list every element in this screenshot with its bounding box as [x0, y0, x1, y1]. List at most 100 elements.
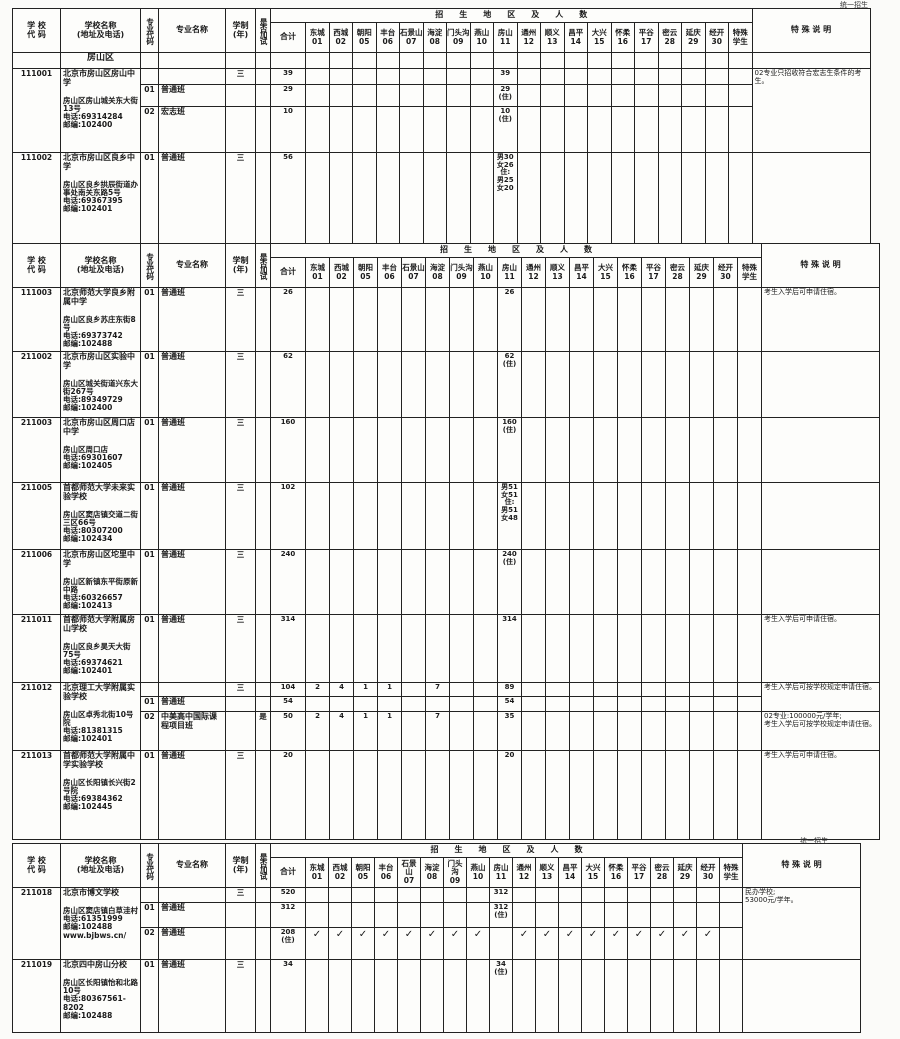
- district-count: [521, 682, 546, 697]
- district-count: [610, 106, 635, 153]
- district-count: [737, 682, 762, 697]
- header-district: 延庆 29: [681, 22, 706, 53]
- empty-cell: [158, 52, 226, 69]
- table-row: 211005 首都师范大学未来实验学校 房山区窦店镇交道二街三区66号 电话:803…: [12, 482, 880, 550]
- district-count: [545, 417, 570, 483]
- district-count: [328, 84, 353, 107]
- header-school-name: 学校名称 (地址及电话): [60, 243, 141, 288]
- district-count: [617, 549, 642, 615]
- total: 240: [270, 549, 306, 615]
- district-count: [617, 287, 642, 352]
- district-count: [689, 682, 714, 697]
- header-district-text: 石景山: [400, 28, 423, 38]
- district-count: [689, 549, 714, 615]
- district-count: [305, 152, 330, 253]
- header-district-code: 12: [518, 871, 530, 881]
- header-district-code: 30: [711, 36, 722, 46]
- header-region-title: 招 生 地 区 及 人 数: [270, 843, 743, 858]
- major-name: [158, 682, 226, 697]
- enrollment-table: 学 校 代 码学校名称 (地址及电话) 专业代码 专业名称 学制 (年) 是否加试招 生 地…: [12, 843, 861, 1033]
- district-count: [377, 351, 402, 418]
- check-icon: ✓: [466, 927, 490, 960]
- district-count: 2: [305, 682, 330, 697]
- empty-cell: [328, 52, 353, 69]
- district-count: [634, 68, 659, 85]
- header-district-text: 房山: [502, 263, 517, 273]
- header-district: 怀柔 16: [610, 22, 635, 53]
- header-district-code: 07: [408, 271, 419, 281]
- header-district: 丰台 06: [375, 22, 400, 53]
- header-school-name-text: 学校名称: [84, 855, 117, 865]
- table-row: 211013 首都师范大学附属中学实验学校 房山区长阳镇长兴街2号院 电话:6938…: [12, 750, 880, 840]
- total: 312: [270, 902, 306, 928]
- empty-cell: [12, 52, 61, 69]
- header-school-code: 学 校 代 码: [12, 243, 61, 288]
- school-code: 111002: [12, 152, 61, 253]
- district-count: [473, 482, 498, 550]
- header-district-text: 平谷: [646, 263, 661, 273]
- empty-cell: [587, 52, 612, 69]
- header-district-code: 01: [311, 871, 323, 881]
- table-sheet-3: 学 校 代 码学校名称 (地址及电话) 专业代码 专业名称 学制 (年) 是否加试招 生 地…: [12, 843, 861, 1033]
- district-count: [545, 549, 570, 615]
- district-count: [569, 750, 594, 840]
- district-count: [569, 482, 594, 550]
- district-count: [328, 887, 352, 903]
- district-count: [713, 549, 738, 615]
- header-district-code: 15: [587, 871, 599, 881]
- header-district: 门头沟 09: [446, 22, 471, 53]
- header-district-code: 13: [541, 871, 553, 881]
- header-district-code: 14: [564, 871, 576, 881]
- district-count: [545, 351, 570, 418]
- district-count: [425, 750, 450, 840]
- exam-required: [255, 106, 271, 153]
- header-district-code: 06: [380, 871, 392, 881]
- district-count: 1: [377, 682, 402, 697]
- district-count: [449, 711, 474, 751]
- district-count: [704, 106, 729, 153]
- header-years-text: 学制: [232, 255, 249, 265]
- district-count: [540, 106, 565, 153]
- district-count: [728, 152, 753, 253]
- header-district-code: 10: [472, 871, 484, 881]
- total: 10: [270, 106, 306, 153]
- header-years-sub: (年): [232, 264, 249, 274]
- district-count: [540, 152, 565, 253]
- school-name-cell: 北京市房山区房山中学 房山区房山城关东大街13号 电话:69314284 邮编:1…: [60, 68, 141, 153]
- total: 34: [270, 959, 306, 1033]
- district-count: [466, 902, 490, 928]
- header-district: 朝阳 05: [351, 857, 375, 888]
- district-count: [681, 84, 706, 107]
- header-district-code: 16: [624, 271, 635, 281]
- check-icon: ✓: [420, 927, 444, 960]
- district-count: [329, 696, 354, 712]
- district-count: [535, 902, 559, 928]
- header-district: 房山 11: [497, 257, 522, 288]
- header-district-code: 11: [495, 871, 507, 881]
- header-district-code: 02: [334, 871, 346, 881]
- district-count: [377, 482, 402, 550]
- special-notes: 考生入学后可申请住宿。: [761, 287, 880, 352]
- district-count: [563, 152, 588, 253]
- header-district-text: 特殊: [732, 28, 748, 38]
- school-code: 211005: [12, 482, 61, 550]
- header-school-code-text: 学 校 代 码: [27, 20, 46, 39]
- district-count: [420, 902, 444, 928]
- district-count: [521, 549, 546, 615]
- years: 三: [225, 887, 256, 903]
- header-total-text: 合计: [280, 267, 296, 277]
- header-district-code: 17: [641, 36, 652, 46]
- header-district: 石景山 07: [399, 22, 424, 53]
- district-count: [681, 106, 706, 153]
- exam-required: [255, 549, 271, 615]
- header-district: 特殊 学生: [719, 857, 743, 888]
- district-count: [473, 614, 498, 683]
- district-count: [689, 696, 714, 712]
- district-count: [593, 417, 618, 483]
- district-count: [469, 84, 494, 107]
- empty-cell: [270, 52, 306, 69]
- header-district-text: 经开: [709, 28, 725, 38]
- school-name: 北京理工大学附属实验学校: [63, 683, 135, 701]
- district-count: [353, 750, 378, 840]
- district-count: [329, 614, 354, 683]
